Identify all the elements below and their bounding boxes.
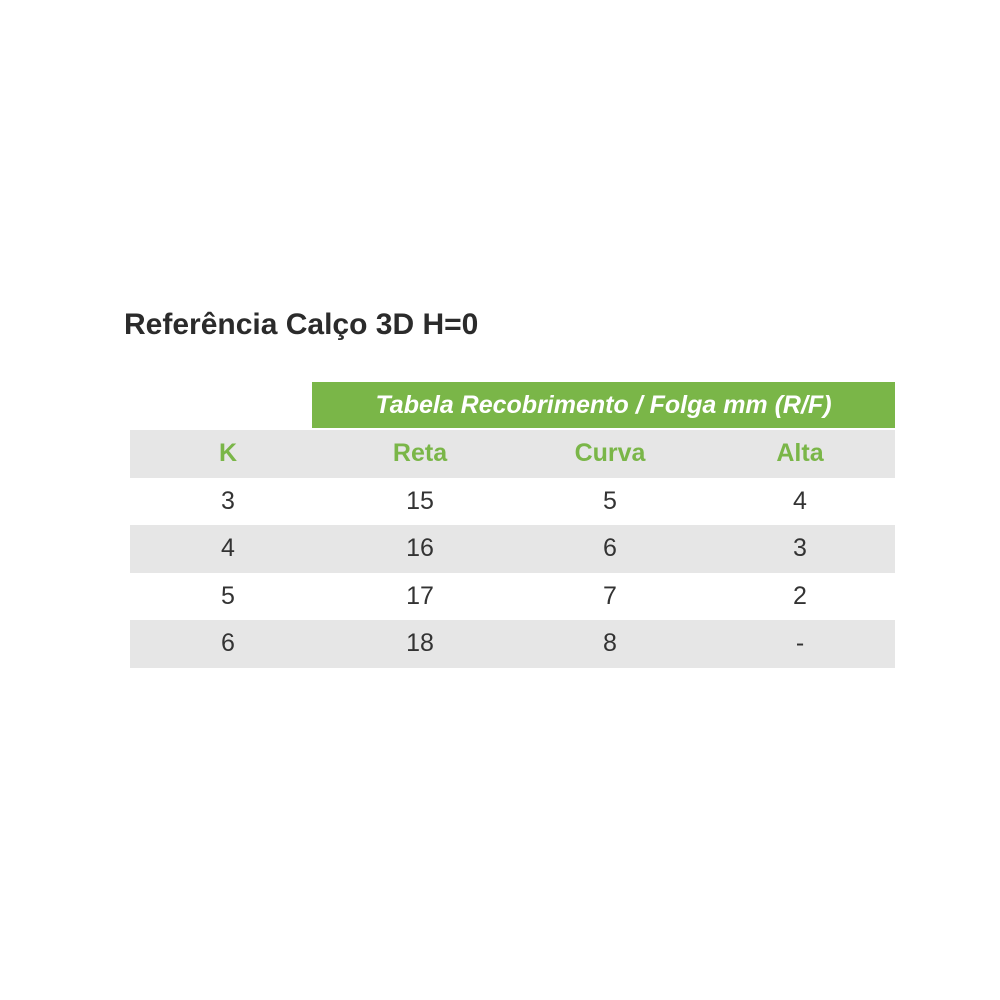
table-group-header: Tabela Recobrimento / Folga mm (R/F): [312, 382, 895, 428]
cell-k: 4: [221, 534, 235, 563]
cell-alta: 3: [793, 534, 807, 563]
column-header-alta: Alta: [776, 439, 824, 468]
table-row: 6 18 8 -: [130, 620, 895, 668]
cell-k: 3: [221, 486, 235, 515]
table-row: 5 17 7 2: [130, 573, 895, 621]
cell-k: 6: [221, 629, 235, 658]
cell-reta: 17: [406, 581, 434, 610]
cell-alta: 4: [793, 486, 807, 515]
cell-reta: 16: [406, 534, 434, 563]
cell-reta: 15: [406, 486, 434, 515]
cell-reta: 18: [406, 629, 434, 658]
cell-curva: 8: [603, 629, 617, 658]
page-title: Referência Calço 3D H=0: [124, 308, 479, 341]
table-row: 4 16 6 3: [130, 525, 895, 573]
table-header-row: K Reta Curva Alta: [130, 430, 895, 478]
column-header-curva: Curva: [574, 439, 646, 468]
cell-curva: 6: [603, 534, 617, 563]
cell-k: 5: [221, 581, 235, 610]
table-row: 3 15 5 4: [130, 478, 895, 526]
column-header-k: K: [218, 439, 238, 468]
cell-curva: 7: [603, 581, 617, 610]
cell-alta: -: [795, 629, 805, 658]
cell-curva: 5: [603, 486, 617, 515]
column-header-reta: Reta: [392, 439, 448, 468]
data-table: K Reta Curva Alta 3 15 5 4 4 16 6 3 5 17 7 2 6 18 8 -: [130, 430, 895, 668]
cell-alta: 2: [793, 581, 807, 610]
